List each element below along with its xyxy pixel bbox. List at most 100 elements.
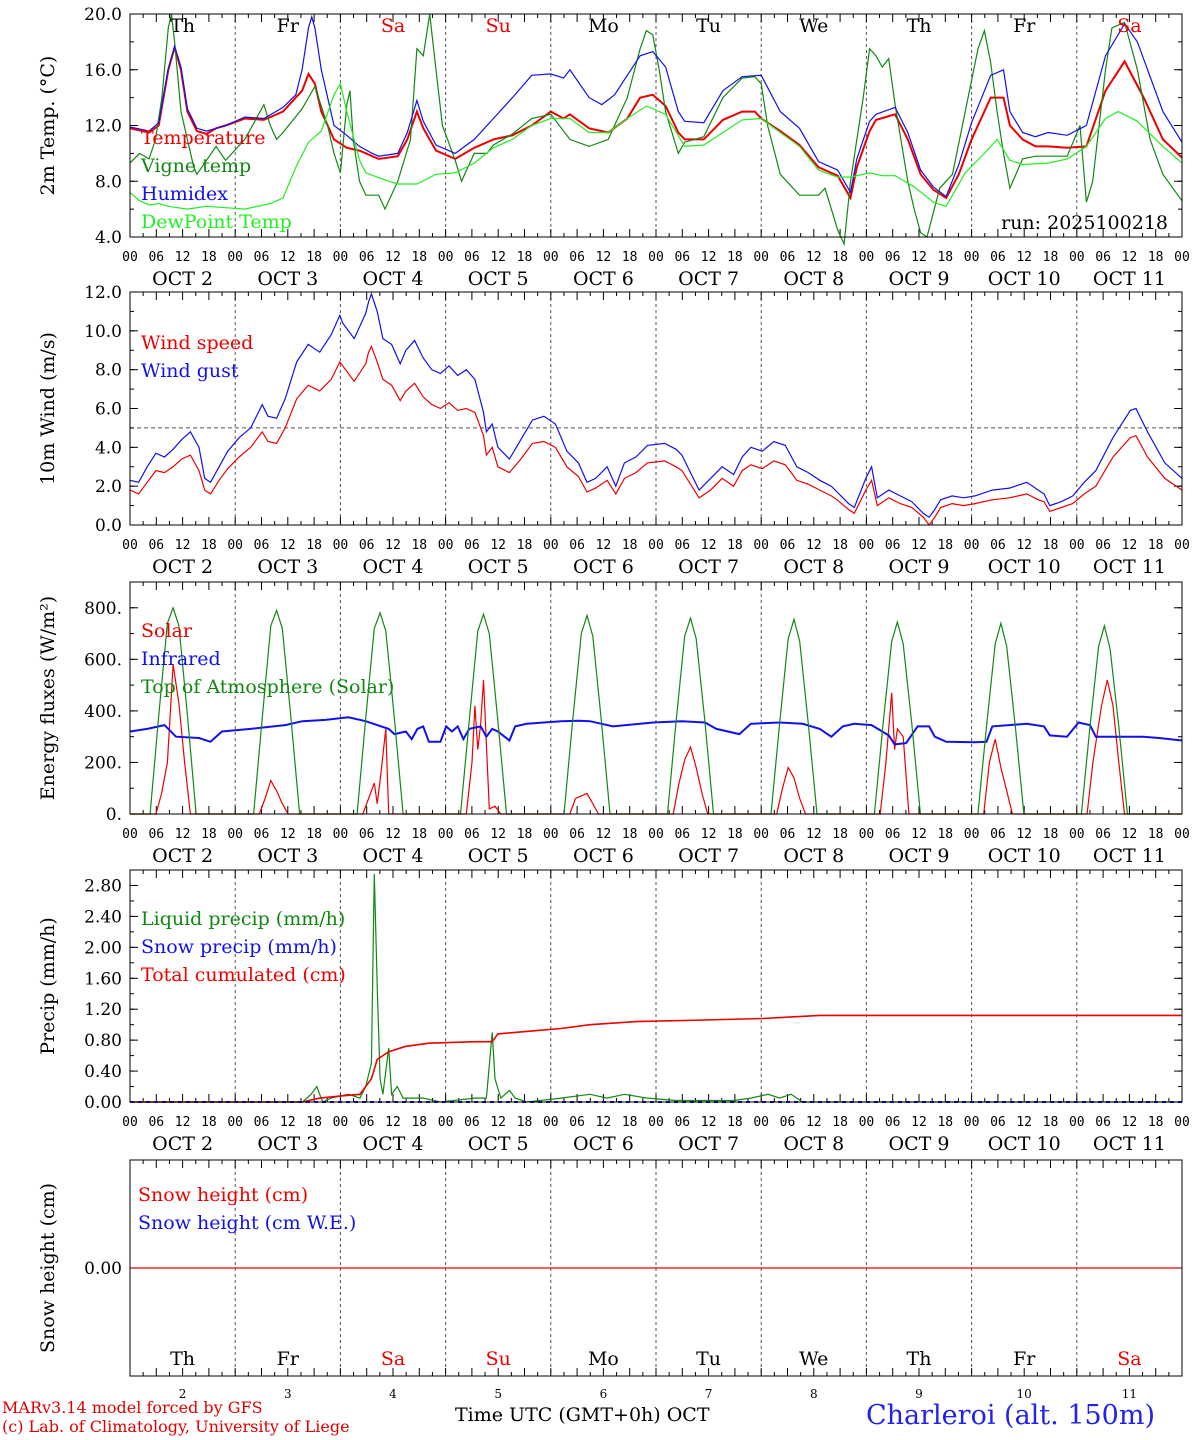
- y-tick-label: 0.0: [95, 516, 122, 536]
- hour-label: 12: [1016, 1115, 1032, 1130]
- hour-label: 12: [1122, 538, 1138, 553]
- legend-entry: Wind speed: [141, 332, 253, 354]
- hour-label: 00: [333, 827, 349, 842]
- y-tick-label: 0.80: [84, 1031, 122, 1051]
- hour-label: 06: [1095, 1115, 1111, 1130]
- hour-label: 12: [175, 538, 191, 553]
- hour-label: 06: [885, 250, 901, 265]
- y-tick-label: 600.: [84, 650, 122, 670]
- y-tick-label: 2.00: [84, 938, 122, 958]
- hour-label: 12: [911, 250, 927, 265]
- hour-label: 06: [674, 250, 690, 265]
- hour-label: 00: [227, 1115, 243, 1130]
- hour-label: 12: [911, 1115, 927, 1130]
- date-label: OCT 5: [468, 845, 529, 867]
- hour-label: 00: [1174, 827, 1190, 842]
- weekday-label: Su: [486, 1348, 511, 1370]
- hour-label: 18: [937, 827, 953, 842]
- weekday-label: Sa: [1117, 1348, 1141, 1370]
- hour-label: 06: [359, 538, 375, 553]
- hour-label: 12: [911, 538, 927, 553]
- hour-label: 00: [859, 538, 875, 553]
- day-number-label: 10: [1017, 1387, 1032, 1401]
- y-tick-label: 8.0: [95, 172, 122, 192]
- hour-label: 18: [832, 1115, 848, 1130]
- hour-label: 12: [280, 538, 296, 553]
- date-label: OCT 8: [783, 1133, 844, 1155]
- hour-label: 12: [280, 827, 296, 842]
- hour-label: 06: [359, 250, 375, 265]
- hour-label: 18: [411, 250, 427, 265]
- hour-label: 12: [385, 538, 401, 553]
- hour-label: 00: [122, 538, 138, 553]
- day-number-label: 4: [389, 1387, 397, 1401]
- hour-label: 00: [964, 538, 980, 553]
- hour-label: 06: [464, 1115, 480, 1130]
- date-label: OCT 5: [468, 1133, 529, 1155]
- hour-label: 12: [1122, 1115, 1138, 1130]
- hour-label: 18: [411, 1115, 427, 1130]
- weekday-label: Th: [170, 15, 195, 37]
- series-dewpoint-temp: [129, 82, 1183, 210]
- hour-label: 00: [753, 250, 769, 265]
- hour-label: 06: [674, 827, 690, 842]
- hour-label: 06: [359, 1115, 375, 1130]
- day-number-label: 11: [1122, 1387, 1137, 1401]
- weekday-label: Su: [486, 15, 511, 37]
- hour-label: 18: [937, 1115, 953, 1130]
- hour-label: 12: [385, 1115, 401, 1130]
- hour-label: 06: [148, 827, 164, 842]
- hour-label: 18: [306, 1115, 322, 1130]
- series-liquid-precip-mm-h-: [130, 873, 1182, 1103]
- hour-label: 18: [937, 538, 953, 553]
- legend-entry: Snow precip (mm/h): [141, 936, 337, 958]
- date-label: OCT 9: [889, 268, 950, 290]
- hour-label: 06: [780, 250, 796, 265]
- y-tick-label: 2.0: [95, 477, 122, 497]
- weekday-label: Sa: [1117, 15, 1141, 37]
- hour-label: 00: [859, 827, 875, 842]
- run-label: run: 2025100218: [1001, 212, 1168, 234]
- hour-label: 18: [727, 827, 743, 842]
- legend-entry: Vigne temp: [140, 155, 251, 177]
- date-label: OCT 8: [783, 556, 844, 578]
- date-label: OCT 7: [678, 556, 739, 578]
- panel-energy: 0. 200. 400. 600. 800. Energy fluxes (W/m²) So…: [37, 581, 1190, 867]
- y-tick-label: 200.: [84, 753, 122, 773]
- hour-label: 00: [543, 827, 559, 842]
- date-label: OCT 4: [363, 845, 424, 867]
- legend-entry: Infrared: [141, 648, 221, 670]
- date-label: OCT 3: [257, 268, 318, 290]
- hour-label: 18: [727, 1115, 743, 1130]
- legend-entry: Snow height (cm): [138, 1184, 308, 1206]
- panel-wind: 0.0 2.0 4.0 6.0 8.0 10.0 12.0 10m Wind (m/s) Win…: [37, 283, 1190, 578]
- y-tick-label: 16.0: [84, 61, 122, 81]
- date-label: OCT 3: [257, 1133, 318, 1155]
- panel-snow: 0.00 Snow height (cm) Snow height (cm) Snow…: [37, 1159, 1183, 1401]
- hour-label: 00: [648, 538, 664, 553]
- day-number-label: 7: [705, 1387, 713, 1401]
- date-label: OCT 11: [1093, 845, 1166, 867]
- day-number-label: 8: [810, 1387, 818, 1401]
- hour-label: 18: [1043, 538, 1059, 553]
- hour-label: 18: [201, 250, 217, 265]
- plot-frame: [129, 13, 1183, 238]
- date-label: OCT 8: [783, 845, 844, 867]
- y-tick-label: 6.0: [95, 400, 122, 420]
- hour-label: 00: [1069, 827, 1085, 842]
- hour-label: 18: [1043, 250, 1059, 265]
- hour-label: 06: [990, 250, 1006, 265]
- hour-label: 18: [306, 827, 322, 842]
- hour-label: 00: [753, 1115, 769, 1130]
- date-label: OCT 5: [468, 556, 529, 578]
- hour-label: 00: [122, 1115, 138, 1130]
- hour-label: 00: [648, 250, 664, 265]
- plot-frame: [129, 1159, 1183, 1377]
- hour-label: 00: [333, 538, 349, 553]
- hour-label: 00: [964, 250, 980, 265]
- hour-label: 18: [622, 1115, 638, 1130]
- plot-frame: [129, 581, 1183, 815]
- hour-label: 00: [227, 250, 243, 265]
- y-tick-label: 10.0: [84, 322, 122, 342]
